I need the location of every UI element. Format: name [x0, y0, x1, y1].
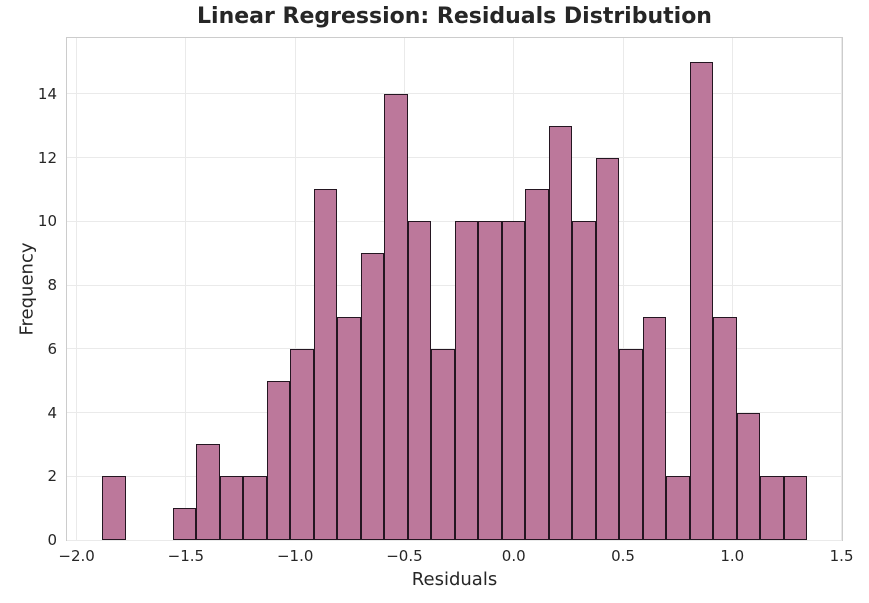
- histogram-bar: [619, 348, 643, 540]
- histogram-bar: [454, 221, 479, 540]
- histogram-bar: [266, 380, 291, 540]
- histogram-bar: [572, 221, 596, 540]
- histogram-bar: [783, 476, 808, 540]
- gridline-vertical: [841, 38, 843, 540]
- y-tick-label: 10: [37, 212, 57, 231]
- chart-title: Linear Regression: Residuals Distributio…: [197, 4, 712, 29]
- gridline-horizontal: [67, 220, 842, 222]
- x-tick-label: −2.0: [58, 547, 95, 565]
- y-tick-label: 8: [47, 276, 57, 295]
- histogram-bar: [689, 61, 714, 540]
- x-tick-label: 0.0: [501, 547, 526, 565]
- y-tick-label: 14: [37, 84, 57, 103]
- histogram-bar: [736, 412, 761, 540]
- histogram-bar: [290, 348, 314, 540]
- x-tick-label: 1.5: [829, 547, 854, 565]
- y-tick-label: 2: [47, 467, 57, 486]
- y-tick-label: 12: [37, 148, 57, 167]
- histogram-bar: [337, 316, 361, 540]
- x-tick-label: −0.5: [386, 547, 423, 565]
- histogram-bar: [642, 316, 667, 540]
- histogram-bar: [666, 476, 690, 540]
- y-tick-label: 4: [47, 403, 57, 422]
- plot-area: [66, 37, 843, 541]
- histogram-bar: [431, 348, 455, 540]
- histogram-bar: [525, 189, 549, 540]
- histogram-bar: [595, 157, 620, 540]
- gridline-vertical: [185, 38, 187, 540]
- histogram-bar: [501, 221, 526, 540]
- gridline-vertical: [294, 38, 296, 540]
- y-tick-label: 0: [47, 531, 57, 549]
- gridline-horizontal: [67, 539, 842, 541]
- gridline-horizontal: [67, 284, 842, 286]
- histogram-bar: [384, 93, 408, 540]
- x-tick-label: 1.0: [720, 547, 745, 565]
- histogram-bar: [243, 476, 267, 540]
- gridline-vertical: [622, 38, 624, 540]
- gridline-horizontal: [67, 157, 842, 159]
- x-axis-label: Residuals: [411, 569, 498, 590]
- gridline-horizontal: [67, 93, 842, 95]
- histogram-bar: [478, 221, 502, 540]
- histogram-bar: [360, 253, 385, 540]
- x-tick-label: −1.0: [276, 547, 314, 565]
- gridline-vertical: [731, 38, 733, 540]
- y-tick-label: 6: [47, 339, 57, 358]
- histogram-bar: [407, 221, 432, 540]
- histogram-bar: [760, 476, 784, 540]
- x-tick-label: 0.5: [611, 547, 635, 565]
- histogram-bar: [548, 125, 573, 540]
- histogram-bar: [219, 476, 244, 540]
- histogram-bar: [713, 316, 737, 540]
- gridline-vertical: [76, 38, 78, 540]
- histogram-bar: [313, 189, 338, 540]
- x-tick-label: −1.5: [167, 547, 205, 565]
- histogram-bar: [172, 508, 197, 540]
- histogram-bar: [102, 476, 126, 540]
- histogram-bar: [196, 444, 220, 540]
